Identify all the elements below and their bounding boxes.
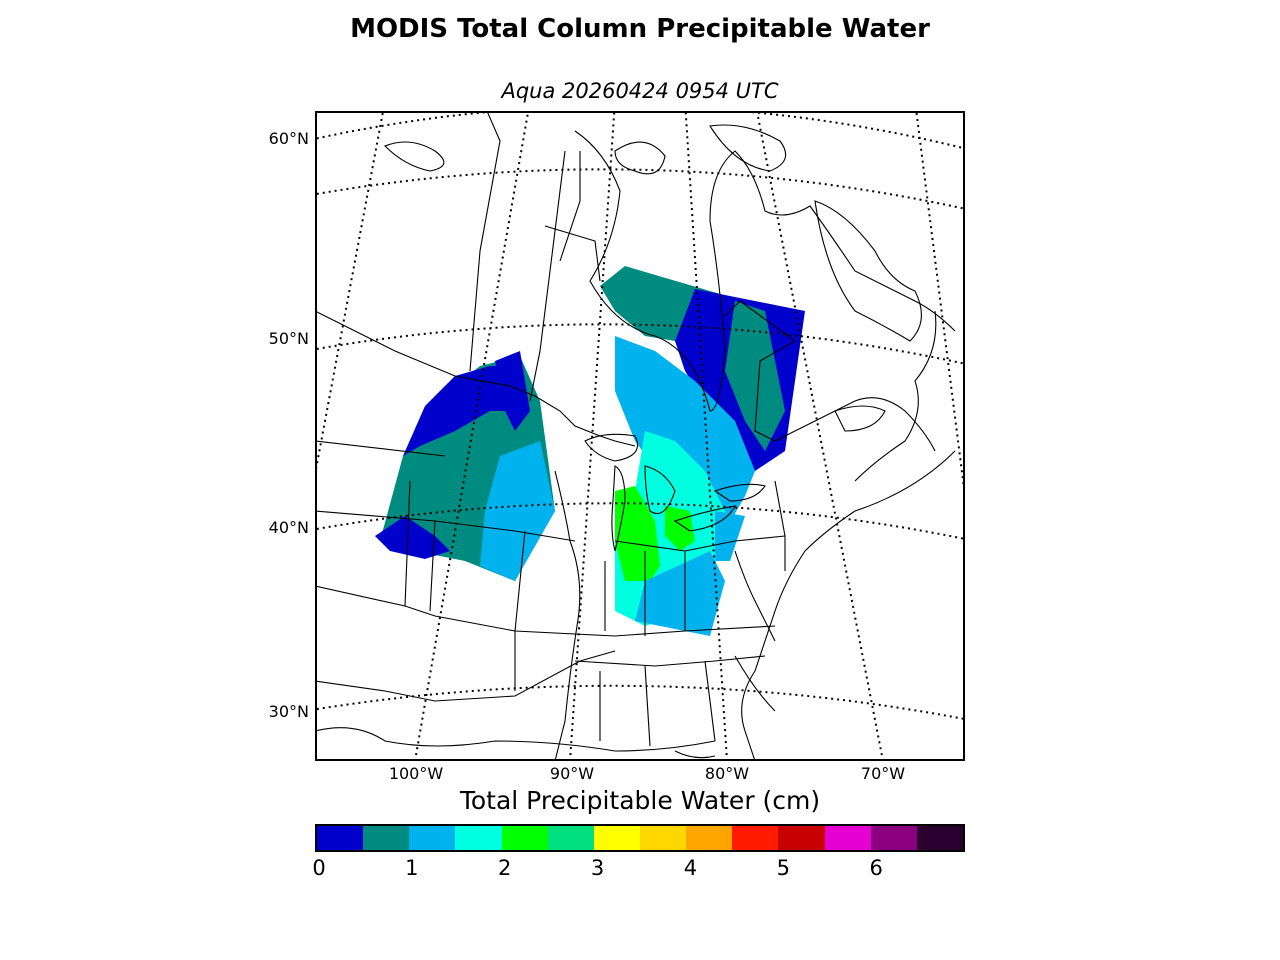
colorbar-segment xyxy=(778,826,825,850)
colorbar-segment xyxy=(547,826,594,850)
lat-label-30: 30°N xyxy=(268,702,309,721)
colorbar-segment xyxy=(593,826,640,850)
colorbar-segment xyxy=(824,826,871,850)
map-panel xyxy=(315,111,965,761)
colorbar-segment xyxy=(870,826,917,850)
swath-west-darkblue xyxy=(403,366,525,456)
colorbar-tick-label: 3 xyxy=(590,856,605,880)
chart-title: MODIS Total Column Precipitable Water xyxy=(350,14,930,44)
colorbar-segment xyxy=(501,826,548,850)
lat-label-60: 60°N xyxy=(268,129,309,148)
colorbar-tick-label: 4 xyxy=(683,856,698,880)
lon-label-70w: 70°W xyxy=(860,764,906,783)
colorbar-segment xyxy=(686,826,733,850)
lat-label-50: 50°N xyxy=(268,329,309,348)
swath-east-teal xyxy=(600,266,765,341)
map-canvas xyxy=(317,113,963,759)
swath-west-darkblue-2 xyxy=(375,516,450,559)
lon-label-80w: 80°W xyxy=(704,764,750,783)
colorbar-tick-label: 5 xyxy=(776,856,790,880)
colorbar-label: Total Precipitable Water (cm) xyxy=(459,786,821,815)
colorbar-segment xyxy=(732,826,779,850)
colorbar-tick-label: 0 xyxy=(312,856,326,880)
swath-west-blue-3 xyxy=(495,351,530,431)
swath-east-green xyxy=(615,486,660,581)
colorbar-tick-label: 1 xyxy=(405,856,419,880)
swath-east-teal-2 xyxy=(725,301,785,451)
colorbar-tick-label: 2 xyxy=(498,856,512,880)
lon-label-100w: 100°W xyxy=(388,764,444,783)
swath-west-lightblue xyxy=(480,441,555,581)
chart-subtitle: Aqua 20260424 0954 UTC xyxy=(501,79,779,103)
data-overlay xyxy=(375,266,805,636)
graticule xyxy=(317,113,963,759)
colorbar-segment xyxy=(409,826,456,850)
colorbar-tick-label: 6 xyxy=(869,856,883,880)
lon-label-90w: 90°W xyxy=(549,764,595,783)
colorbar-segment xyxy=(363,826,410,850)
colorbar xyxy=(315,824,965,852)
swath-east-lightblue-3 xyxy=(715,511,745,561)
swath-east-lightblue-2 xyxy=(635,551,725,636)
swath-east-lightblue xyxy=(615,336,755,531)
lat-label-40: 40°N xyxy=(268,518,309,537)
colorbar-segment xyxy=(317,826,364,850)
boundaries xyxy=(317,113,956,759)
colorbar-segment xyxy=(455,826,502,850)
colorbar-segment xyxy=(916,826,963,850)
colorbar-segment xyxy=(639,826,687,850)
